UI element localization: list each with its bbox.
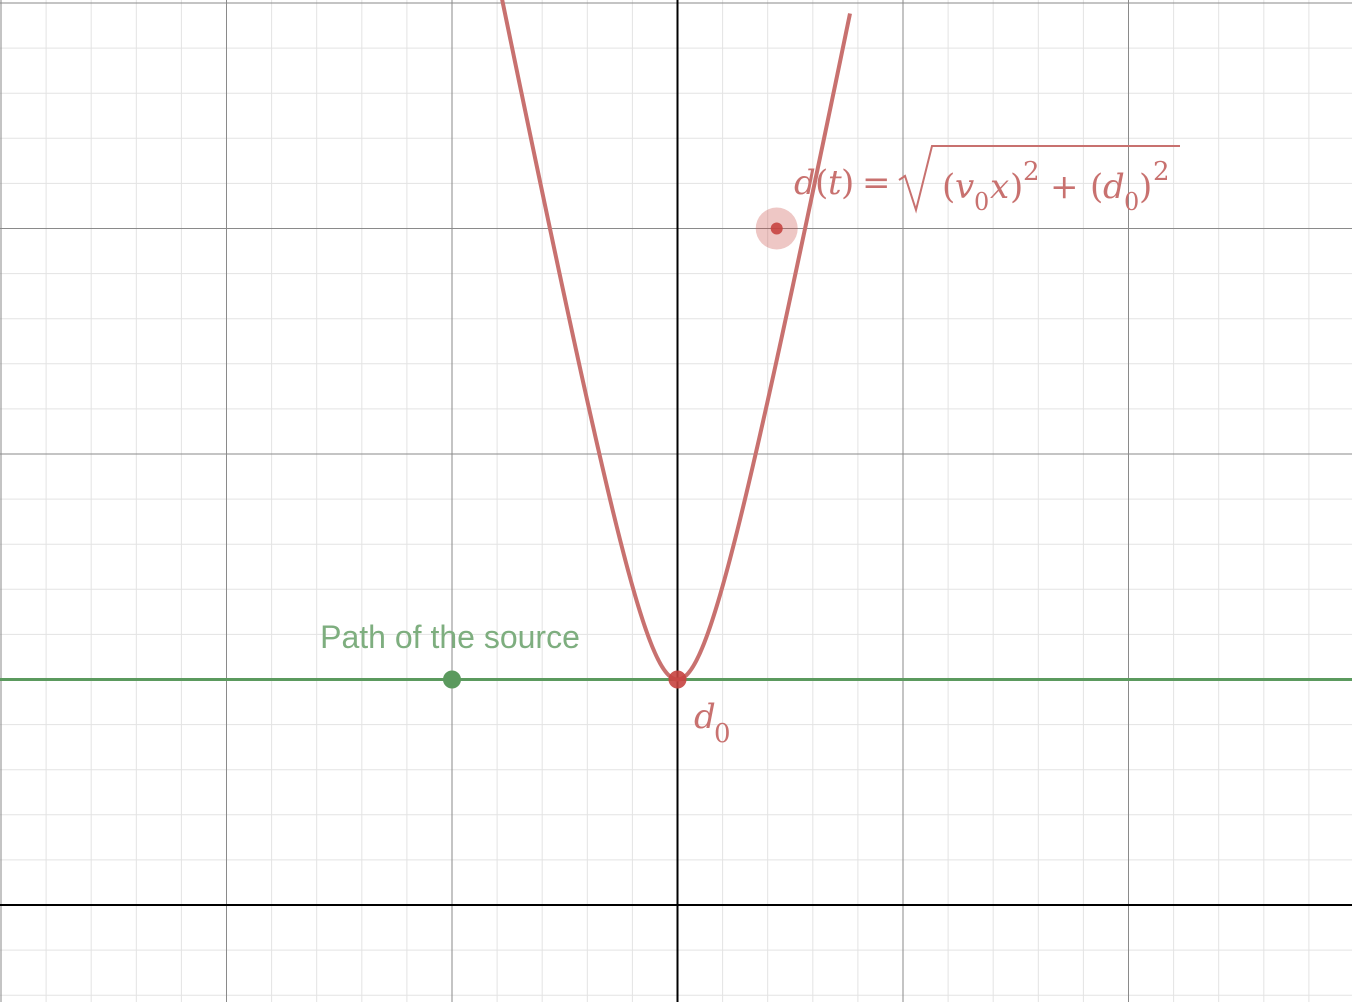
d0-label: d 0 bbox=[694, 697, 731, 749]
distance-curve bbox=[500, 0, 852, 682]
eq-v: v bbox=[955, 167, 974, 207]
eq-open1: ( bbox=[942, 167, 955, 207]
d0-label-base: d bbox=[694, 697, 716, 737]
d0-label-subscript: 0 bbox=[714, 719, 731, 749]
curve-moving-point[interactable] bbox=[770, 222, 783, 235]
eq-plus: + bbox=[1050, 167, 1079, 207]
path-label: Path of the source bbox=[320, 619, 580, 655]
eq-equals: = bbox=[862, 163, 891, 203]
eq-open2: ( bbox=[1090, 167, 1103, 207]
radical-sign bbox=[898, 145, 1180, 214]
eq-d: d bbox=[794, 163, 816, 203]
eq-x: x bbox=[990, 167, 1009, 207]
eq-sup1: 2 bbox=[1023, 157, 1040, 187]
eq-paren-close: ) bbox=[841, 163, 854, 203]
eq-paren-open: ( bbox=[815, 163, 828, 203]
eq-d0-sub: 0 bbox=[1124, 188, 1139, 216]
eq-close2: ) bbox=[1139, 167, 1152, 207]
eq-sup2: 2 bbox=[1153, 157, 1170, 187]
eq-v-sub: 0 bbox=[974, 188, 989, 216]
eq-close1: ) bbox=[1010, 167, 1023, 207]
eq-t: t bbox=[828, 163, 842, 203]
equation-label: d ( t ) = ( v 0 x ) 2 + ( d 0 ) 2 bbox=[794, 145, 1180, 216]
d0-point[interactable] bbox=[668, 670, 687, 689]
source-point[interactable] bbox=[443, 670, 461, 689]
curve-d-of-t[interactable] bbox=[500, 0, 852, 682]
points bbox=[443, 207, 798, 689]
eq-d0-base: d bbox=[1103, 167, 1125, 207]
